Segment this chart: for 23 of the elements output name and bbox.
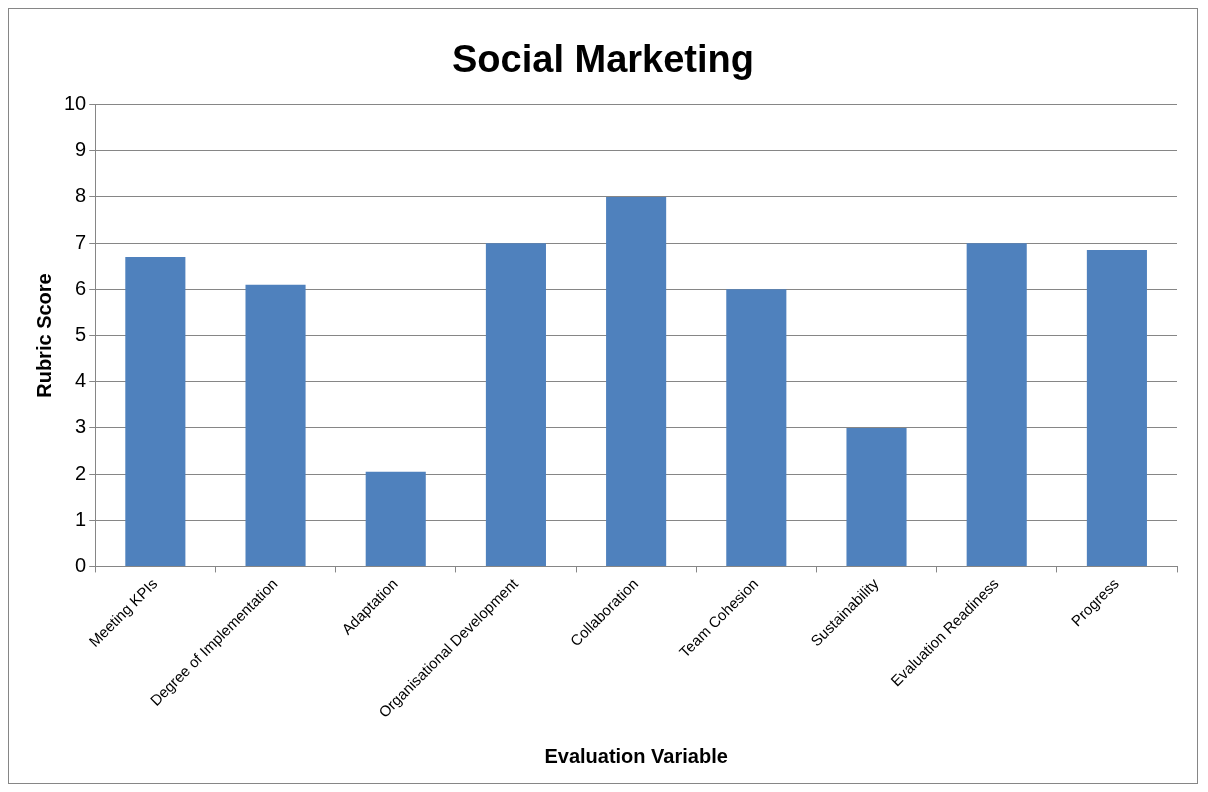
bar	[365, 471, 426, 566]
bar	[966, 243, 1027, 566]
y-tick-label: 4	[75, 369, 87, 392]
y-tick-label: 8	[75, 184, 87, 207]
y-tick-label: 6	[75, 276, 87, 299]
bar	[245, 284, 306, 566]
x-axis-title: Evaluation Variable	[544, 744, 728, 767]
y-tick-label: 7	[75, 230, 87, 253]
y-tick-label: 3	[75, 415, 87, 438]
bar	[125, 257, 186, 566]
y-tick-label: 5	[75, 323, 87, 346]
bar	[1086, 250, 1147, 566]
y-tick-label: 9	[75, 138, 87, 161]
y-tick-label: 0	[75, 553, 87, 576]
chart-title: Social Marketing	[452, 38, 754, 81]
bar	[485, 243, 546, 566]
bar	[606, 196, 667, 566]
bar	[726, 289, 787, 566]
y-tick-label: 10	[64, 92, 87, 115]
y-tick-label: 1	[75, 507, 87, 530]
y-tick-label: 2	[75, 461, 87, 484]
y-axis-title: Rubric Score	[32, 273, 55, 398]
bar	[846, 427, 907, 566]
